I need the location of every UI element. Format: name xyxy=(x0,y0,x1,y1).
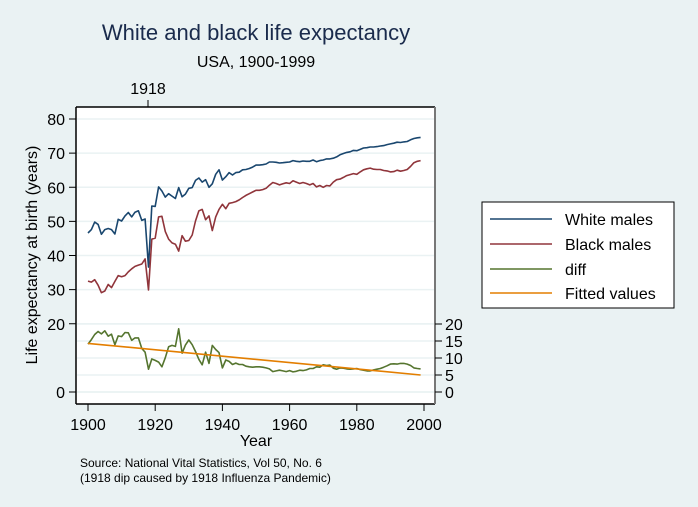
chart-subtitle: USA, 1900-1999 xyxy=(197,54,315,71)
x-tick-label-1980: 1980 xyxy=(339,417,375,434)
legend-label-black-males: Black males xyxy=(565,237,651,254)
x-tick-label-2000: 2000 xyxy=(406,417,442,434)
legend: White males Black males diff Fitted valu… xyxy=(481,201,675,309)
legend-label-fitted-values: Fitted values xyxy=(565,286,656,303)
y-right-tick-label-20: 20 xyxy=(445,317,463,334)
y-left-tick-label-20: 20 xyxy=(47,317,65,334)
chart-title: White and black life expectancy xyxy=(102,20,410,45)
pandemic-note: (1918 dip caused by 1918 Influenza Pande… xyxy=(80,471,331,485)
y-left-tick-label-0: 0 xyxy=(56,385,65,402)
y-left-tick-label-40: 40 xyxy=(47,249,65,266)
y-right-tick-label-10: 10 xyxy=(445,351,463,368)
series-group xyxy=(87,136,421,376)
y-right-tick-label-15: 15 xyxy=(445,334,463,351)
x-tick-label-1920: 1920 xyxy=(137,417,173,434)
x-axis: 1900 1920 1940 1960 1980 2000 xyxy=(70,404,442,434)
y-axis-title: Life expectancy at birth (years) xyxy=(24,146,41,365)
y-left-tick-label-30: 30 xyxy=(47,283,65,300)
y-left-tick-label-60: 60 xyxy=(47,180,65,197)
y-left-tick-label-70: 70 xyxy=(47,146,65,163)
x-tick-label-1960: 1960 xyxy=(272,417,308,434)
y-axis-left: 0 20 30 40 50 60 70 80 xyxy=(47,112,76,402)
x-axis-title: Year xyxy=(240,433,273,450)
series-line-fitted-values xyxy=(87,342,421,376)
series-line-diff xyxy=(87,327,421,373)
source-note: Source: National Vital Statistics, Vol 5… xyxy=(80,456,322,470)
y-left-tick-label-50: 50 xyxy=(47,214,65,231)
series-line-white-males xyxy=(87,136,421,268)
top-axis-label: 1918 xyxy=(130,81,166,98)
y-left-tick-label-80: 80 xyxy=(47,112,65,129)
x-tick-label-1900: 1900 xyxy=(70,417,106,434)
x-tick-label-1940: 1940 xyxy=(205,417,241,434)
y-right-tick-label-5: 5 xyxy=(445,368,454,385)
y-right-tick-label-0: 0 xyxy=(445,385,454,402)
grid xyxy=(77,118,434,393)
series-line-black-males xyxy=(87,159,421,294)
legend-label-diff: diff xyxy=(565,262,587,279)
legend-label-white-males: White males xyxy=(565,212,653,229)
